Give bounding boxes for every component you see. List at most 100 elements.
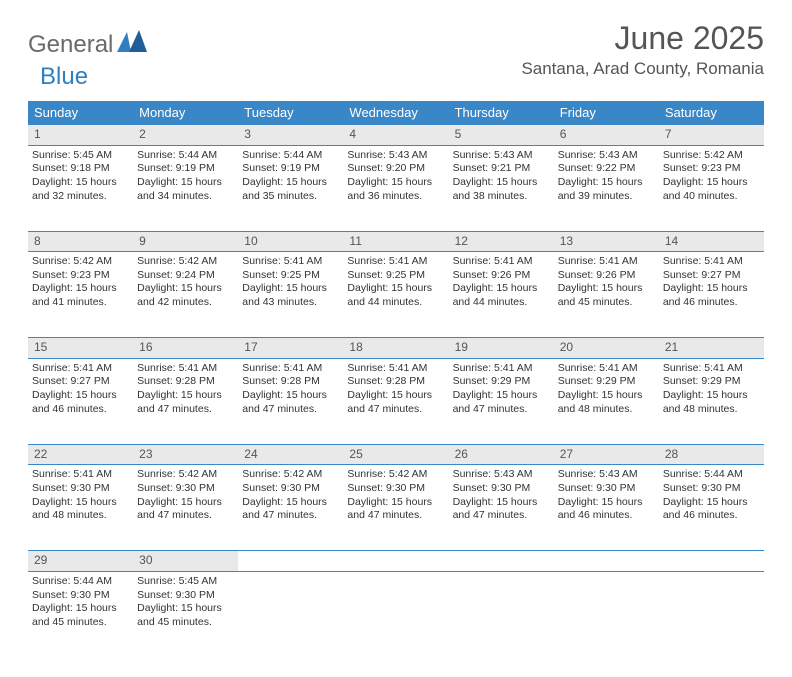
day-number: 21 — [659, 338, 764, 359]
sunrise-line: Sunrise: 5:43 AM — [558, 468, 655, 482]
sunrise-line: Sunrise: 5:41 AM — [663, 255, 760, 269]
daylight-line: Daylight: 15 hours and 48 minutes. — [663, 389, 760, 416]
daylight-line: Daylight: 15 hours and 47 minutes. — [137, 389, 234, 416]
weekday-header: Monday — [133, 101, 238, 125]
sunset-line: Sunset: 9:29 PM — [453, 375, 550, 389]
weekday-header: Sunday — [28, 101, 133, 125]
day-cell: Sunrise: 5:45 AMSunset: 9:18 PMDaylight:… — [28, 145, 133, 231]
day-cell: Sunrise: 5:41 AMSunset: 9:30 PMDaylight:… — [28, 465, 133, 551]
day-cell: Sunrise: 5:43 AMSunset: 9:30 PMDaylight:… — [554, 465, 659, 551]
sunset-line: Sunset: 9:26 PM — [453, 269, 550, 283]
day-number — [238, 551, 343, 572]
day-cell: Sunrise: 5:43 AMSunset: 9:22 PMDaylight:… — [554, 145, 659, 231]
day-number: 28 — [659, 444, 764, 465]
daylight-line: Daylight: 15 hours and 41 minutes. — [32, 282, 129, 309]
weekday-header: Wednesday — [343, 101, 448, 125]
day-content-row: Sunrise: 5:41 AMSunset: 9:30 PMDaylight:… — [28, 465, 764, 551]
sunrise-line: Sunrise: 5:44 AM — [663, 468, 760, 482]
day-cell — [449, 571, 554, 657]
daylight-line: Daylight: 15 hours and 47 minutes. — [453, 496, 550, 523]
location: Santana, Arad County, Romania — [521, 59, 764, 79]
daylight-line: Daylight: 15 hours and 47 minutes. — [347, 496, 444, 523]
day-number-row: 15161718192021 — [28, 338, 764, 359]
sunset-line: Sunset: 9:25 PM — [242, 269, 339, 283]
weekday-header: Thursday — [449, 101, 554, 125]
day-cell: Sunrise: 5:42 AMSunset: 9:30 PMDaylight:… — [343, 465, 448, 551]
daylight-line: Daylight: 15 hours and 45 minutes. — [558, 282, 655, 309]
day-number: 26 — [449, 444, 554, 465]
day-number: 9 — [133, 231, 238, 252]
daylight-line: Daylight: 15 hours and 42 minutes. — [137, 282, 234, 309]
sunset-line: Sunset: 9:23 PM — [663, 162, 760, 176]
day-number: 14 — [659, 231, 764, 252]
day-number — [343, 551, 448, 572]
sunset-line: Sunset: 9:24 PM — [137, 269, 234, 283]
sunrise-line: Sunrise: 5:43 AM — [558, 149, 655, 163]
day-cell: Sunrise: 5:44 AMSunset: 9:30 PMDaylight:… — [659, 465, 764, 551]
sunset-line: Sunset: 9:30 PM — [137, 482, 234, 496]
day-number: 3 — [238, 125, 343, 146]
day-cell: Sunrise: 5:42 AMSunset: 9:24 PMDaylight:… — [133, 252, 238, 338]
daylight-line: Daylight: 15 hours and 32 minutes. — [32, 176, 129, 203]
sunrise-line: Sunrise: 5:41 AM — [242, 255, 339, 269]
daylight-line: Daylight: 15 hours and 36 minutes. — [347, 176, 444, 203]
sunset-line: Sunset: 9:19 PM — [137, 162, 234, 176]
daylight-line: Daylight: 15 hours and 46 minutes. — [558, 496, 655, 523]
sunset-line: Sunset: 9:30 PM — [558, 482, 655, 496]
day-cell: Sunrise: 5:43 AMSunset: 9:20 PMDaylight:… — [343, 145, 448, 231]
brand-logo: General — [28, 30, 147, 59]
day-number: 19 — [449, 338, 554, 359]
sunrise-line: Sunrise: 5:41 AM — [32, 362, 129, 376]
daylight-line: Daylight: 15 hours and 47 minutes. — [242, 496, 339, 523]
day-cell: Sunrise: 5:44 AMSunset: 9:19 PMDaylight:… — [133, 145, 238, 231]
sunrise-line: Sunrise: 5:42 AM — [137, 255, 234, 269]
sunset-line: Sunset: 9:18 PM — [32, 162, 129, 176]
sunset-line: Sunset: 9:25 PM — [347, 269, 444, 283]
sunrise-line: Sunrise: 5:41 AM — [558, 255, 655, 269]
sunrise-line: Sunrise: 5:41 AM — [347, 362, 444, 376]
day-cell: Sunrise: 5:42 AMSunset: 9:30 PMDaylight:… — [238, 465, 343, 551]
day-number: 2 — [133, 125, 238, 146]
daylight-line: Daylight: 15 hours and 44 minutes. — [347, 282, 444, 309]
sunset-line: Sunset: 9:21 PM — [453, 162, 550, 176]
day-number: 30 — [133, 551, 238, 572]
sunset-line: Sunset: 9:29 PM — [558, 375, 655, 389]
daylight-line: Daylight: 15 hours and 34 minutes. — [137, 176, 234, 203]
day-number: 22 — [28, 444, 133, 465]
day-cell: Sunrise: 5:41 AMSunset: 9:25 PMDaylight:… — [343, 252, 448, 338]
daylight-line: Daylight: 15 hours and 47 minutes. — [137, 496, 234, 523]
day-cell: Sunrise: 5:41 AMSunset: 9:29 PMDaylight:… — [659, 358, 764, 444]
sunset-line: Sunset: 9:30 PM — [347, 482, 444, 496]
daylight-line: Daylight: 15 hours and 45 minutes. — [32, 602, 129, 629]
day-cell: Sunrise: 5:44 AMSunset: 9:19 PMDaylight:… — [238, 145, 343, 231]
day-number: 23 — [133, 444, 238, 465]
day-content-row: Sunrise: 5:42 AMSunset: 9:23 PMDaylight:… — [28, 252, 764, 338]
day-number: 7 — [659, 125, 764, 146]
day-number: 16 — [133, 338, 238, 359]
day-cell: Sunrise: 5:41 AMSunset: 9:26 PMDaylight:… — [449, 252, 554, 338]
sunset-line: Sunset: 9:29 PM — [663, 375, 760, 389]
day-number: 18 — [343, 338, 448, 359]
sunrise-line: Sunrise: 5:42 AM — [242, 468, 339, 482]
day-cell: Sunrise: 5:42 AMSunset: 9:23 PMDaylight:… — [28, 252, 133, 338]
daylight-line: Daylight: 15 hours and 40 minutes. — [663, 176, 760, 203]
sunset-line: Sunset: 9:27 PM — [32, 375, 129, 389]
day-cell: Sunrise: 5:43 AMSunset: 9:30 PMDaylight:… — [449, 465, 554, 551]
day-number: 4 — [343, 125, 448, 146]
day-number: 13 — [554, 231, 659, 252]
brand-part1: General — [28, 31, 113, 59]
sunset-line: Sunset: 9:30 PM — [663, 482, 760, 496]
sunrise-line: Sunrise: 5:41 AM — [558, 362, 655, 376]
weekday-header: Friday — [554, 101, 659, 125]
day-number: 27 — [554, 444, 659, 465]
day-number: 29 — [28, 551, 133, 572]
sunrise-line: Sunrise: 5:41 AM — [347, 255, 444, 269]
day-number: 20 — [554, 338, 659, 359]
calendar-page: General June 2025 Santana, Arad County, … — [0, 0, 792, 677]
daylight-line: Daylight: 15 hours and 39 minutes. — [558, 176, 655, 203]
brand-part2: Blue — [40, 63, 88, 91]
day-number: 10 — [238, 231, 343, 252]
calendar-body: 1234567Sunrise: 5:45 AMSunset: 9:18 PMDa… — [28, 125, 764, 658]
weekday-header: Tuesday — [238, 101, 343, 125]
daylight-line: Daylight: 15 hours and 46 minutes. — [663, 282, 760, 309]
